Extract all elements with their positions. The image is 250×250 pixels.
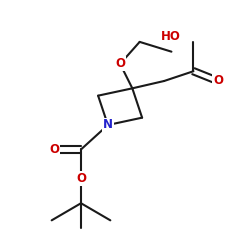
Text: HO: HO xyxy=(161,30,181,44)
Text: O: O xyxy=(213,74,223,88)
Text: O: O xyxy=(76,172,86,185)
Text: O: O xyxy=(115,58,125,70)
Text: N: N xyxy=(103,118,113,132)
Text: O: O xyxy=(49,143,59,156)
